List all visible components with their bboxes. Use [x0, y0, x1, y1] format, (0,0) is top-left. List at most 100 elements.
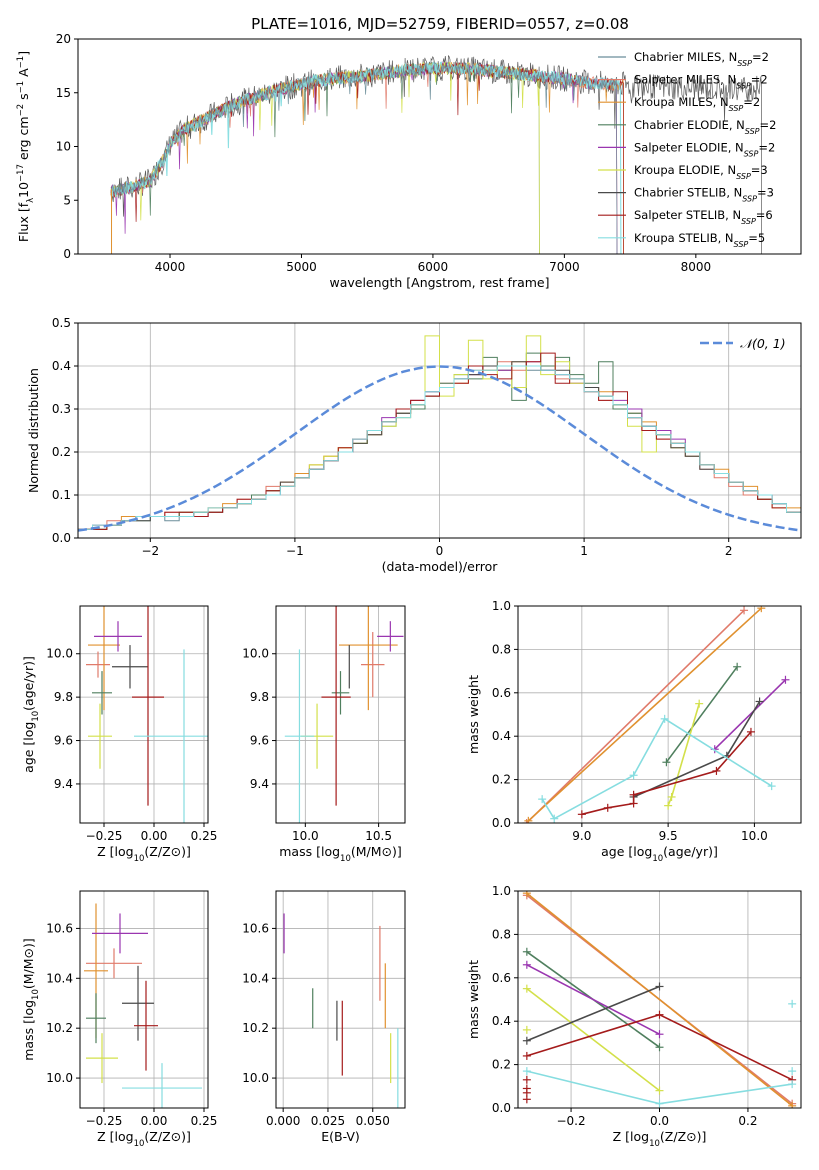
x-tick-label: 0.00	[141, 829, 168, 843]
legend-label: Chabrier MILES, NSSP​=2	[634, 50, 769, 68]
axes-border	[275, 605, 406, 824]
spectrum-series-line	[110, 61, 540, 254]
x-axis-label: Z [log10​(Z/Z⊙)]	[97, 844, 191, 864]
legend-label: Salpeter ELODIE, NSSP​=2	[634, 140, 775, 158]
x-tick-label: −0.25	[86, 1114, 123, 1128]
normal-curve	[78, 365, 801, 532]
axes-frame: −0.25 0.00 0.25 9.4 9.6 9.8 10.0 Z [log10​(Z/Z⊙…	[21, 605, 218, 864]
y-tick-label: 1.0	[492, 884, 511, 898]
legend-label: Salpeter MILES, NSSP​=2	[634, 73, 768, 91]
panel-massweight-vs-age: 9.0 9.5 10.0 0.0 0.2 0.4 0.6 0.8 1.0 age [log10​(…	[466, 599, 802, 864]
y-tick-label: 0.0	[492, 1101, 511, 1115]
y-tick-label: 10.2	[242, 1021, 269, 1035]
plot-area	[283, 913, 399, 1108]
panel-age-vs-Z: −0.25 0.00 0.25 9.4 9.6 9.8 10.0 Z [log10​(Z/Z⊙…	[21, 605, 218, 864]
y-tick-label: 0.6	[492, 686, 511, 700]
axes-border	[517, 605, 802, 824]
x-tick-label: 0	[436, 544, 444, 558]
x-tick-label: 0.025	[311, 1114, 345, 1128]
x-tick-label: 2	[725, 544, 733, 558]
plot-area	[284, 606, 404, 823]
y-tick-label: 10.4	[46, 971, 73, 985]
panel-mass-vs-EBV: 0.000 0.025 0.050 10.0 10.2 10.4 10.6 E(B-V)	[242, 890, 406, 1144]
x-tick-label: 7000	[549, 260, 580, 274]
y-tick-label: 0.2	[52, 445, 71, 459]
x-tick-label: 4000	[155, 260, 186, 274]
histogram-series	[78, 335, 801, 530]
y-tick-label: 9.6	[250, 734, 269, 748]
y-tick-label: 9.8	[54, 690, 73, 704]
x-tick-label: 0.000	[266, 1114, 300, 1128]
spectrum-series-line	[110, 62, 540, 254]
weight-series-line	[714, 679, 787, 750]
axes-border	[79, 605, 209, 824]
y-tick-label: 0.4	[492, 729, 511, 743]
y-axis-label: Flux [fλ10−17​ erg cm−2​ s−1​ A−1​]	[16, 51, 36, 242]
x-tick-label: 8000	[681, 260, 712, 274]
y-tick-label: 10.0	[46, 647, 73, 661]
histogram-series	[78, 361, 801, 530]
y-tick-label: 0.5	[52, 316, 71, 330]
spectrum-legend: Chabrier MILES, NSSP​=2 Salpeter MILES, N…	[598, 50, 776, 248]
panel-spectrum: 4000 5000 6000 7000 8000 0 5 10 15 20 wavelength […	[16, 32, 802, 290]
y-tick-label: 10.0	[242, 1071, 269, 1085]
x-tick-label: 9.0	[572, 829, 591, 843]
plot-area	[522, 606, 790, 823]
y-tick-label: 20	[56, 32, 71, 46]
axes-border	[79, 890, 209, 1109]
y-tick-label: 0.0	[492, 816, 511, 830]
y-tick-label: 9.4	[54, 777, 73, 791]
x-tick-label: 5000	[286, 260, 317, 274]
legend-label: Kroupa ELODIE, NSSP​=3	[634, 163, 768, 181]
x-tick-label: 0.2	[738, 1114, 757, 1128]
x-axis-label: (data-model)/error	[382, 559, 499, 574]
x-tick-label: 9.5	[659, 829, 678, 843]
y-axis-label: mass weight	[466, 675, 481, 754]
plot-area	[110, 54, 762, 254]
x-tick-label: 6000	[418, 260, 449, 274]
y-tick-label: 9.8	[250, 690, 269, 704]
y-axis-label: age [log10​(age/yr)]	[21, 656, 41, 773]
x-tick-label: −0.25	[86, 829, 123, 843]
axes-frame: −0.25 0.00 0.25 10.0 10.2 10.4 10.6 Z [log10​(Z…	[21, 890, 217, 1149]
x-tick-label: −0.2	[556, 1114, 585, 1128]
y-tick-label: 10.6	[242, 921, 269, 935]
x-tick-label: 10.5	[365, 829, 392, 843]
weight-series-line	[526, 892, 793, 1107]
y-tick-label: 0.3	[52, 402, 71, 416]
panel-mass-vs-Z: −0.25 0.00 0.25 10.0 10.2 10.4 10.6 Z [log10​(Z…	[21, 890, 217, 1149]
y-tick-label: 10.0	[242, 647, 269, 661]
y-tick-label: 9.4	[250, 777, 269, 791]
y-axis-label: mass [log10​(M/M⊙)]	[21, 938, 41, 1061]
weight-series-line	[526, 609, 745, 823]
histogram-series	[78, 352, 801, 530]
x-tick-label: 0.0	[650, 1114, 669, 1128]
x-tick-label: 0.25	[191, 829, 218, 843]
x-tick-label: −2	[141, 544, 159, 558]
plot-area	[84, 903, 202, 1108]
y-tick-label: 10	[56, 140, 71, 154]
weight-series-line	[581, 731, 752, 816]
y-tick-label: 0	[63, 247, 71, 261]
plot-area	[522, 891, 797, 1108]
x-axis-label: mass [log10​(M/M⊙)]	[279, 844, 402, 864]
panel-residuals: −2 −1 0 1 2 0.0 0.1 0.2 0.3 0.4 0.5 𝒩(0, 1) (data-mo…	[26, 316, 802, 574]
plot-area	[78, 335, 801, 532]
plot-area	[86, 606, 208, 823]
axes-frame: 9.0 9.5 10.0 0.0 0.2 0.4 0.6 0.8 1.0 age [log10​(…	[466, 599, 802, 864]
y-tick-label: 10.0	[46, 1071, 73, 1085]
y-axis-label: Normed distribution	[26, 368, 41, 493]
histogram-series	[78, 361, 801, 530]
weight-series-line	[526, 985, 660, 1042]
x-tick-label: −1	[286, 544, 304, 558]
axes-frame: 0.000 0.025 0.050 10.0 10.2 10.4 10.6 E(B-V)	[242, 890, 406, 1144]
histogram-series	[78, 361, 801, 530]
y-tick-label: 15	[56, 86, 71, 100]
y-tick-label: 0.2	[492, 1058, 511, 1072]
weight-series-line	[526, 964, 660, 1035]
spectrum-series-line	[110, 61, 618, 254]
y-tick-label: 0.8	[492, 927, 511, 941]
y-tick-label: 5	[63, 193, 71, 207]
axes-border	[275, 890, 406, 1109]
